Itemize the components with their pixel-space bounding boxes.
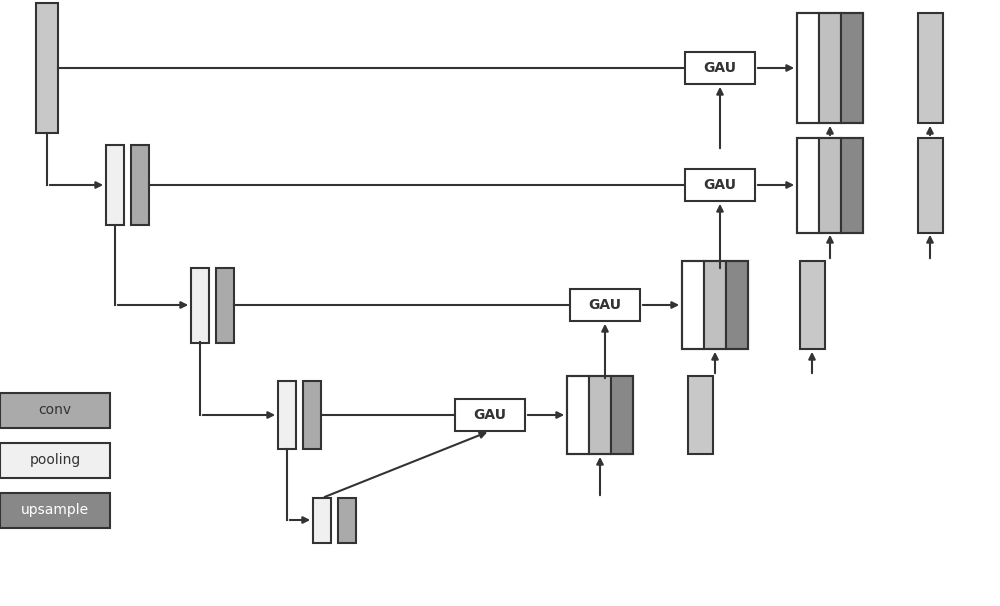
Bar [704, 261, 726, 349]
Bar [570, 289, 640, 321]
Text: GAU: GAU [474, 408, 507, 422]
Bar [918, 13, 942, 123]
Bar [131, 145, 149, 225]
Bar [0, 393, 110, 427]
Bar [303, 381, 321, 449]
Text: GAU: GAU [704, 178, 736, 192]
Bar [278, 381, 296, 449]
Bar [589, 376, 611, 454]
Bar [685, 52, 755, 84]
Bar [800, 261, 824, 349]
Bar [819, 13, 841, 123]
Text: conv: conv [38, 403, 72, 417]
Bar [841, 13, 863, 123]
Bar [36, 3, 58, 133]
Text: upsample: upsample [21, 503, 89, 517]
Bar [0, 442, 110, 478]
Bar [797, 13, 819, 123]
Text: pooling: pooling [29, 453, 81, 467]
Bar [797, 138, 819, 233]
Bar [726, 261, 748, 349]
Bar [819, 138, 841, 233]
Bar [611, 376, 633, 454]
Bar [685, 169, 755, 201]
Bar [216, 267, 234, 342]
Bar [313, 498, 331, 542]
Bar [688, 376, 712, 454]
Bar [797, 138, 863, 233]
Bar [338, 498, 356, 542]
Bar [191, 267, 209, 342]
Text: GAU: GAU [588, 298, 622, 312]
Bar [0, 493, 110, 527]
Bar [682, 261, 704, 349]
Bar [106, 145, 124, 225]
Bar [567, 376, 589, 454]
Bar [682, 261, 748, 349]
Bar [455, 399, 525, 431]
Bar [797, 13, 863, 123]
Text: GAU: GAU [704, 61, 736, 75]
Bar [567, 376, 633, 454]
Bar [841, 138, 863, 233]
Bar [918, 138, 942, 233]
